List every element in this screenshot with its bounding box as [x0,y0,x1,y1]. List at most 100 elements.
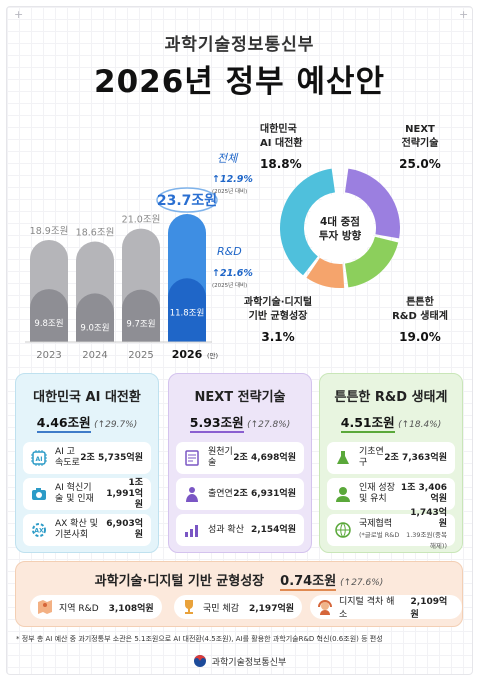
item-name: AX 확산 및 기본사회 [55,519,98,540]
ministry-heading: 과학기술정보통신부 [164,35,315,55]
item-name-sub: (*글로벌 R&D [359,531,400,539]
item-value: 2조 7,363억원 [384,452,447,463]
item-value: 2,197억원 [248,603,295,614]
item-name: 국제협력 (*글로벌 R&D [353,519,405,541]
x-tick-label: 2024 [82,350,107,361]
list-item: 출연연 2조 6,931억원 [176,478,304,510]
x-tick-label: 2025 [128,350,153,361]
bar-rd [76,293,114,342]
bar-rd [30,289,68,342]
data-label-rd: 9.0조원 [80,323,109,333]
list-item: AI 혁신기술 및 인재 1조 1,991억원 [23,478,151,510]
list-item: AI AI 고속도로 2조 5,735억원 [23,442,151,474]
slice-label: NEXT [405,124,435,135]
item-value: 1조 1,991억원 [106,477,143,510]
highlight-ring [156,187,218,213]
list-item: 디지털 격차 해소 2,109억원 [310,595,462,620]
slice-label: 기반 균형성장 [249,309,308,322]
panel-growth: (↑18.4%) [398,420,442,430]
panel-title: 대한민국 AI 대전환 [33,390,141,405]
chart-area: 9.8조원 18.9조원 2023 9.0조원 18.6조원 2024 9.7조원 21.0조… [20,110,460,380]
data-label-rd: 9.8조원 [34,319,63,329]
donut-center-label: 4대 중점 [320,215,360,228]
panel-title: 과학기술·디지털 기반 균형성장 0.74조원 (↑27.6%) [16,570,462,591]
bar-rd [122,289,160,342]
data-label-total: 18.9조원 [30,226,69,237]
researcher-icon [182,484,202,504]
panel-amount: 5.93조원 (↑27.8%) [169,412,311,433]
growth-note-total: (2025년 대비) [212,187,247,195]
data-label-total: 21.0조원 [122,215,161,226]
slice-label: 전략기술 [402,136,439,149]
growth-chart-icon [182,520,202,540]
donut-slice [280,168,335,276]
item-value: 2조 6,931억원 [233,488,296,499]
slice-value: 19.0% [399,330,441,344]
item-name-text: 국제협력 [359,519,393,529]
panel-amount-value: 4.46조원 [36,415,91,433]
item-name: 지역 R&D [59,603,99,614]
footer: 과학기술정보통신부 [0,654,479,668]
donut-center-label: 투자 방향 [319,229,362,242]
page-title: 2026년 정부 예산안 [0,56,479,101]
data-label-total: 23.7조원 [157,193,217,209]
slice-value: 25.0% [399,157,441,171]
trophy-icon [180,598,198,616]
data-label-rd: 11.8조원 [170,308,205,318]
panel-balanced-growth: 과학기술·디지털 기반 균형성장 0.74조원 (↑27.6%) 지역 R&D 3,… [15,561,463,627]
item-value-text: 1,743억원 [410,508,447,529]
item-value: 3,108억원 [108,603,154,614]
map-icon [36,598,54,616]
donut-slice [345,236,399,288]
bar-rd [168,278,206,342]
growth-label-rd: ↑21.6% [212,268,253,279]
title-highlight: 예산안 [296,64,385,100]
ai-chip-icon: AI [29,448,49,468]
item-name: 인재 성장 및 유치 [359,483,395,504]
x-tick-label: 2026 [172,348,203,361]
slice-label: AI 대전환 [260,136,303,149]
footnote: * 정부 총 AI 예산 중 과기정통부 소관은 5.1조원으로 AI 대전환(… [16,635,383,643]
bottom-title-text: 과학기술·디지털 기반 균형성장 [94,574,265,589]
corner-plus-icon: + [14,8,24,21]
footer-org-name: 과학기술정보통신부 [211,657,287,668]
item-value: 1조 3,406억원 [400,483,447,504]
corner-plus-icon: + [459,8,469,21]
person-icon [333,484,353,504]
globe-icon [333,520,353,540]
panel-next: NEXT 전략기술 5.93조원 (↑27.8%) 원천기술 2조 4,698억… [168,373,312,553]
panel-rd: 튼튼한 R&D 생태계 4.51조원 (↑18.4%) 기초연구 2조 7,36… [319,373,463,553]
item-value: 6,903억원 [106,519,143,540]
panel-amount: 4.46조원 (↑29.7%) [16,412,158,433]
x-tick-label: 2023 [36,350,61,361]
x-tick-suffix: (안) [207,351,218,360]
data-label-total: 18.6조원 [76,228,115,239]
panel-growth: (↑29.7%) [94,420,138,430]
title-main: 2026년 정부 [94,64,297,100]
government-logo-icon [193,655,206,667]
list-item: 인재 성장 및 유치 1조 3,406억원 [327,478,455,510]
item-name: 국민 체감 [203,603,239,614]
item-value: 2,154억원 [250,524,296,535]
panel-amount-value: 4.51조원 [340,415,395,433]
list-item: 국민 체감 2,197억원 [174,595,303,619]
growth-note-rd: (2025년 대비) [212,281,247,289]
budget-chart: 9.8조원 18.9조원 2023 9.0조원 18.6조원 2024 9.7조원 21.0조… [25,122,448,361]
document-icon [182,448,202,468]
slice-value: 3.1% [261,330,294,344]
item-name: 기초연구 [359,447,384,468]
list-item: 기초연구 2조 7,363억원 [327,442,455,474]
panel-amount-value: 0.74조원 [280,574,337,591]
slice-label: R&D 생태계 [392,309,448,322]
panel-title: NEXT 전략기술 [194,390,286,405]
camera-icon [29,484,49,504]
growth-label-total: ↑12.9% [212,174,253,185]
flask-icon [333,448,353,468]
list-item: AX AX 확산 및 기본사회 6,903억원 [23,514,151,546]
series-label-total: 전체 [217,152,239,165]
svg-text:AI: AI [36,456,43,463]
panel-amount: 4.51조원 (↑18.4%) [320,412,462,433]
panel-growth: (↑27.8%) [247,420,291,430]
list-item: 성과 확산 2,154억원 [176,514,304,546]
list-item: 국제협력 (*글로벌 R&D 1,743억원 1.39조원(중복해제)) [327,508,455,550]
